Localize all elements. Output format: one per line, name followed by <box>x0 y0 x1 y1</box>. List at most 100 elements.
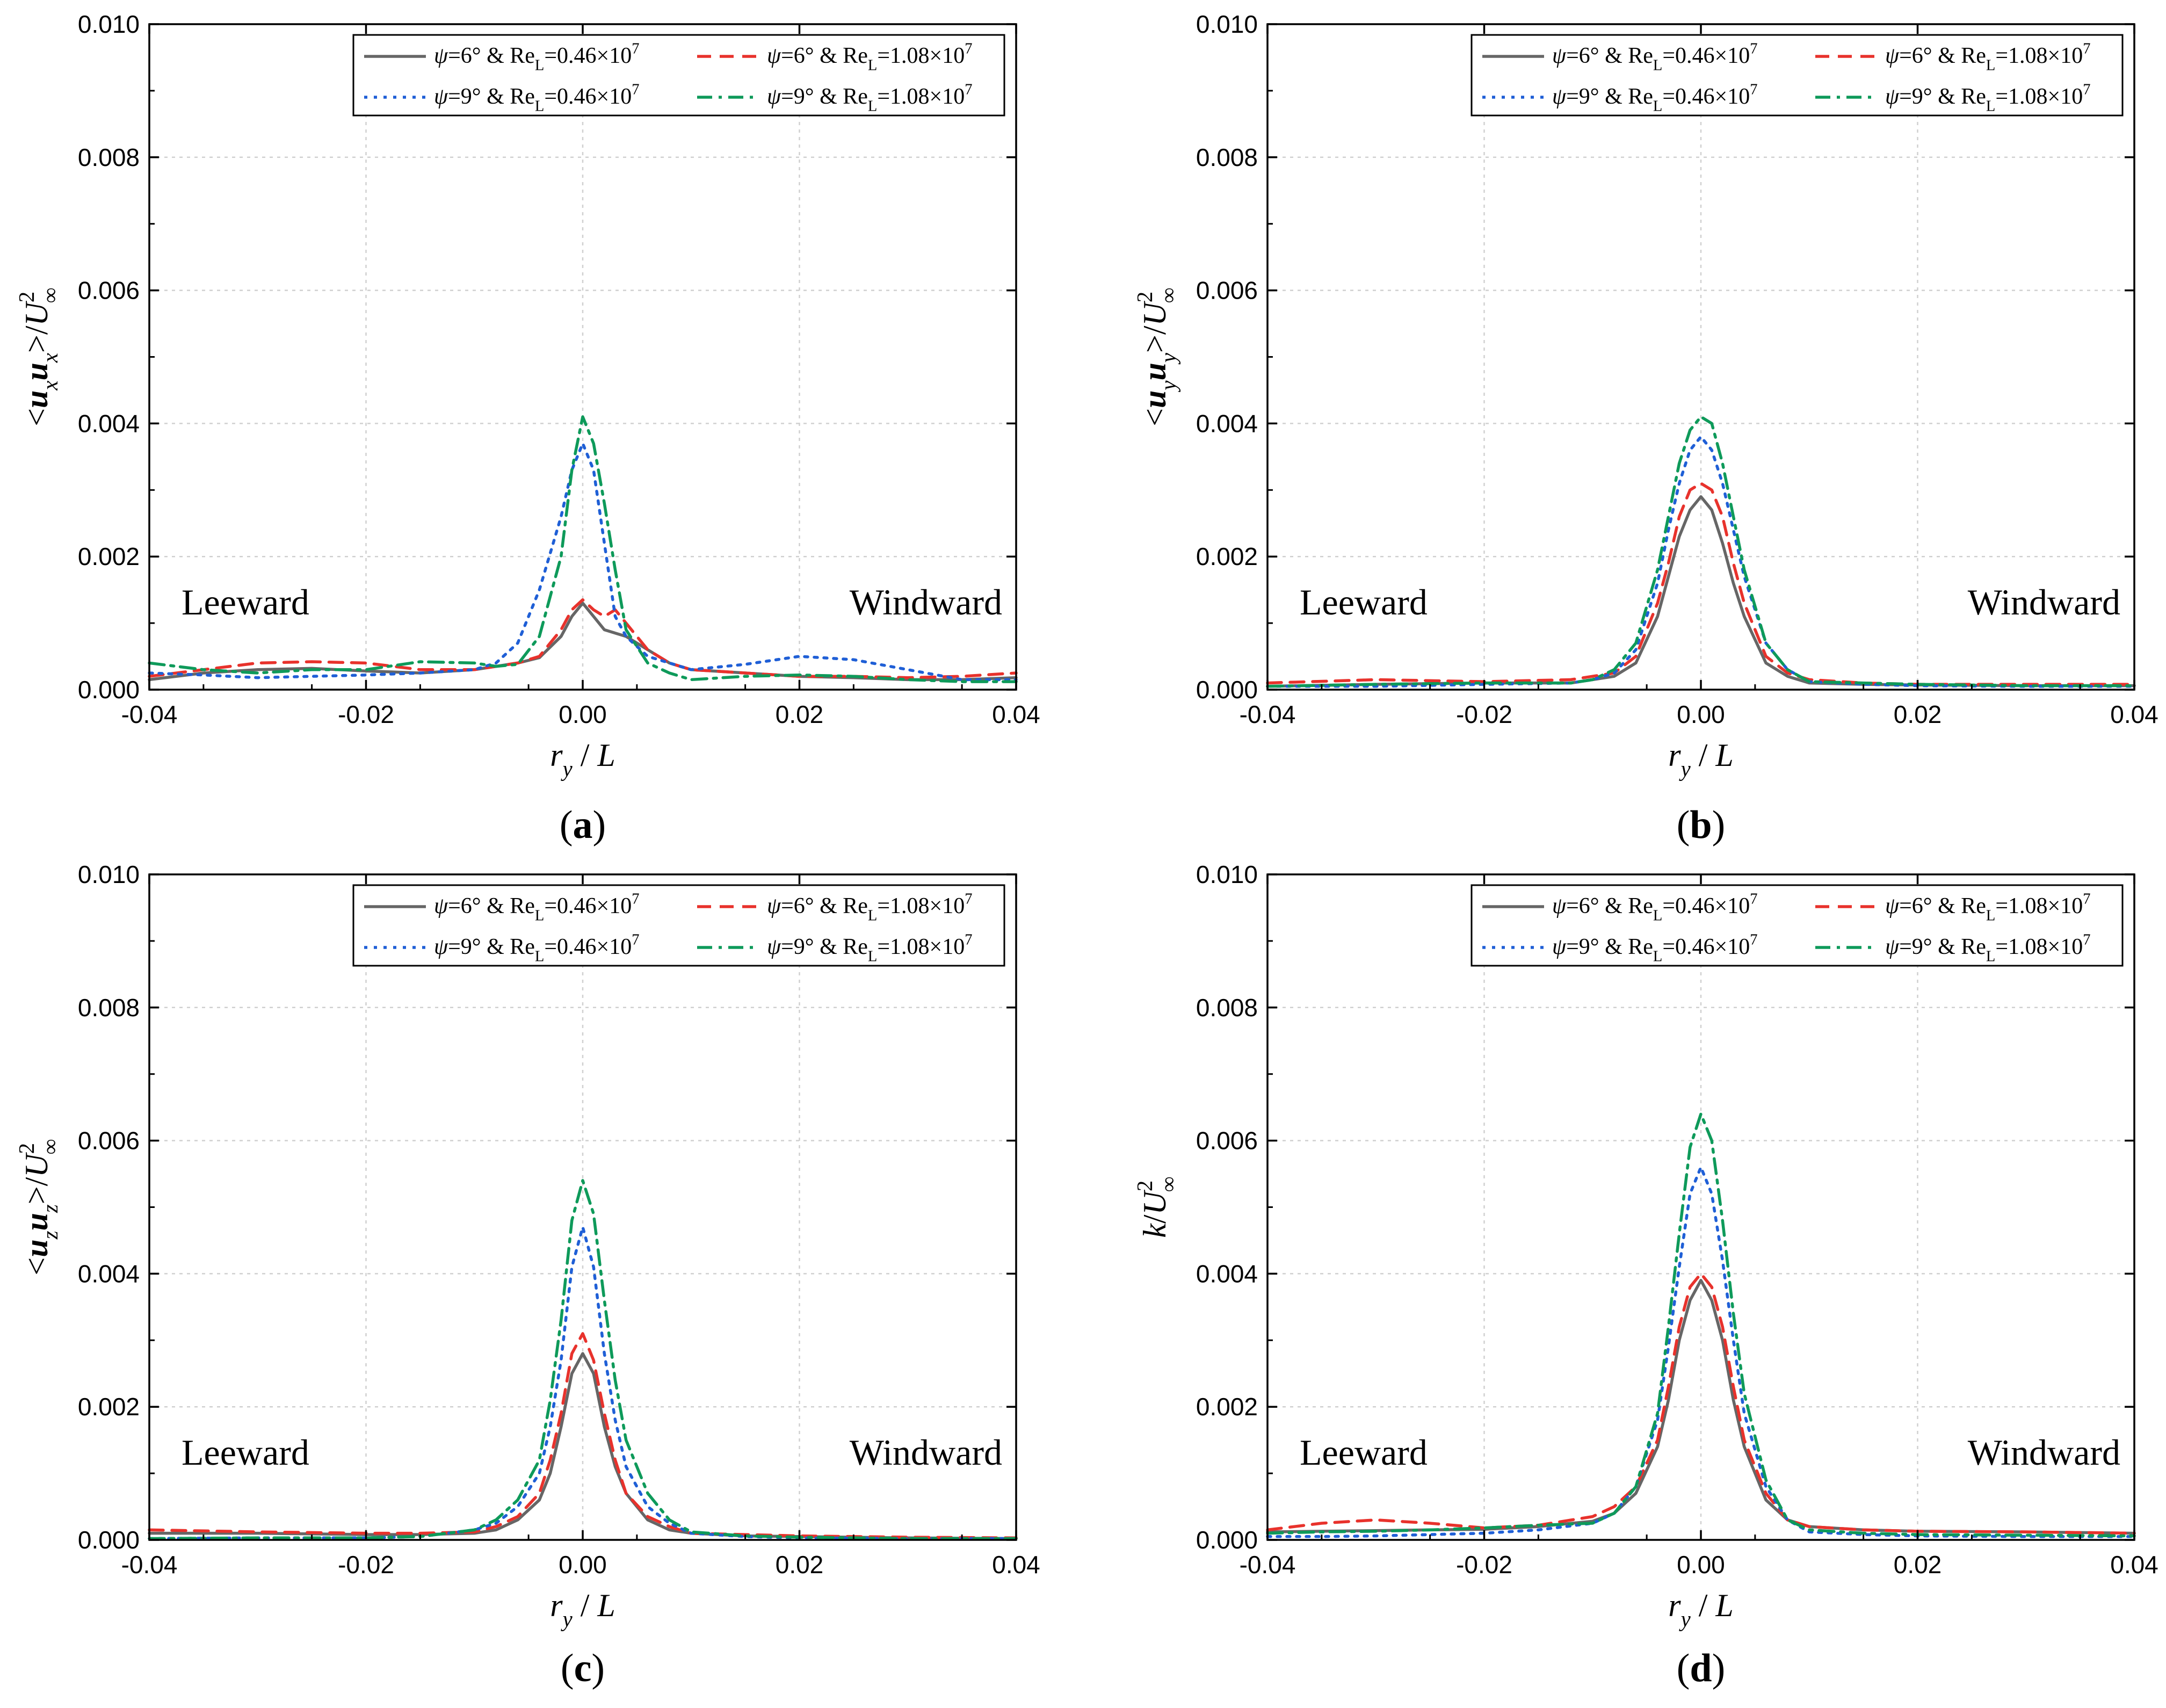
legend-label-part: 7 <box>965 891 972 907</box>
y-tick-label: 0.010 <box>78 10 140 38</box>
legend-label-part: =6° & Re <box>1899 44 1986 68</box>
x-tick-label: 0.04 <box>2110 1551 2158 1579</box>
series-line-s4 <box>148 415 1018 683</box>
legend-label-part: 7 <box>965 931 972 948</box>
caption-paren: ) <box>591 1646 605 1690</box>
series-line-s4 <box>1266 415 2136 688</box>
legend-label-part: 7 <box>2083 81 2090 98</box>
legend-label-part: =6° & Re <box>448 44 535 68</box>
legend-box <box>1470 884 2124 967</box>
series-line-s4 <box>1266 1112 2136 1538</box>
y-axis-label-part: < <box>1137 408 1172 426</box>
y-tick-label: 0.004 <box>78 409 140 437</box>
series-line-s3 <box>148 442 1018 682</box>
axis-ticks: -0.04 -0.02 0.00 0.02 0.04 0.000 0.002 0.004 0.0… <box>78 860 1040 1579</box>
caption-paren: ( <box>1677 1646 1690 1690</box>
legend-label-s4: ψ=9° & ReL=1.08×107 <box>767 81 973 114</box>
legend-label-s4: ψ=9° & ReL=1.08×107 <box>1885 931 2091 965</box>
leeward-label: Leeward <box>1300 1432 1428 1473</box>
y-tick-label: 0.006 <box>78 1127 140 1155</box>
x-tick-label: 0.02 <box>1894 1551 1942 1579</box>
legend-label-s4: ψ=9° & ReL=1.08×107 <box>767 931 973 965</box>
legend-label-s2: ψ=6° & ReL=1.08×107 <box>767 40 973 74</box>
x-tick-label: 0.02 <box>776 1551 824 1579</box>
legend-label-part: ψ <box>434 44 448 68</box>
y-axis-label-part: 2 <box>15 292 39 302</box>
windward-label: Windward <box>1968 582 2120 623</box>
x-axis-label-part: L <box>1715 737 1733 773</box>
windward-label: Windward <box>850 1432 1002 1473</box>
legend-label-part: =6° & Re <box>781 44 868 68</box>
legend-label-s2: ψ=6° & ReL=1.08×107 <box>1885 891 2091 924</box>
legend-box <box>1470 34 2124 117</box>
legend-label-s2: ψ=6° & ReL=1.08×107 <box>767 891 973 924</box>
legend-label-part: 7 <box>1750 931 1757 948</box>
x-axis-label-part: / <box>573 737 598 773</box>
y-axis-label: <uxux>/U2∞ <box>15 287 62 426</box>
y-tick-label: 0.010 <box>1196 10 1258 38</box>
x-axis-label-part: y <box>561 757 573 781</box>
y-tick-label: 0.008 <box>1196 994 1258 1022</box>
legend-label-part: =9° & Re <box>1899 84 1986 109</box>
x-axis-label-part: L <box>1715 1588 1733 1623</box>
legend-label-part: 7 <box>1750 40 1757 57</box>
legend: ψ=6° & ReL=0.46×107 ψ=6° & ReL=1.08×107ψ=… <box>1470 884 2124 967</box>
legend-label-part: 7 <box>2083 891 2090 907</box>
legend-label-part: =9° & Re <box>781 84 868 109</box>
legend-label-part: L <box>868 57 877 74</box>
caption-letter: c <box>574 1646 592 1690</box>
legend-label-part: 7 <box>1750 81 1757 98</box>
legend-label-part: =0.46×10 <box>1662 44 1750 68</box>
legend-label-part: =1.08×10 <box>1995 935 2083 959</box>
y-axis-label: <uyuy>/U2∞ <box>1133 287 1180 426</box>
legend-label-s1: ψ=6° & ReL=0.46×107 <box>434 891 640 924</box>
caption-paren: ) <box>593 803 606 847</box>
y-axis-label-part: k <box>1137 1223 1172 1238</box>
x-tick-label: -0.02 <box>1456 700 1512 728</box>
y-tick-label: 0.008 <box>78 994 140 1022</box>
x-tick-label: 0.04 <box>992 1551 1040 1579</box>
y-axis-label-part: y <box>1156 380 1180 393</box>
y-tick-label: 0.004 <box>1196 409 1258 437</box>
legend: ψ=6° & ReL=0.46×107 ψ=6° & ReL=1.08×107ψ=… <box>352 34 1005 117</box>
legend-label-part: =0.46×10 <box>544 935 632 959</box>
y-tick-label: 0.000 <box>78 676 140 704</box>
legend-label-part: =1.08×10 <box>1995 84 2083 109</box>
legend-label-part: ψ <box>1885 935 1900 959</box>
caption-letter: b <box>1690 803 1712 847</box>
axis-ticks: -0.04 -0.02 0.00 0.02 0.04 0.000 0.002 0.004 0.0… <box>1196 860 2158 1579</box>
legend-label-part: =9° & Re <box>1899 935 1986 959</box>
legend-label-part: ψ <box>767 894 781 918</box>
y-axis-label-part: 2 <box>1133 292 1157 302</box>
legend-label-part: =9° & Re <box>448 935 535 959</box>
legend-label-part: =6° & Re <box>1566 894 1653 918</box>
y-axis-label-part: ∞ <box>1156 287 1180 303</box>
y-tick-label: 0.008 <box>1196 143 1258 171</box>
x-axis-label: ry / L <box>550 1588 615 1631</box>
chart-panel-b: -0.04 -0.02 0.00 0.02 0.04 0.000 0.002 0.004 0.0… <box>1133 10 2158 847</box>
legend-label-part: =6° & Re <box>448 894 535 918</box>
caption-paren: ( <box>560 803 573 847</box>
legend-label-part: 7 <box>2083 931 2090 948</box>
x-axis-label-part: y <box>1679 1607 1691 1631</box>
series-group <box>1266 415 2136 688</box>
x-tick-label: 0.00 <box>1677 700 1725 728</box>
legend-label-part: L <box>868 907 877 924</box>
x-tick-label: -0.04 <box>121 1551 178 1579</box>
legend-label-part: L <box>1986 948 1995 965</box>
legend-label-part: =1.08×10 <box>877 44 965 68</box>
x-axis-label-part: r <box>1668 1588 1681 1623</box>
y-axis-label-part: x <box>38 380 62 390</box>
y-tick-label: 0.000 <box>1196 1526 1258 1554</box>
legend-label-part: 7 <box>965 81 972 98</box>
legend-label-part: L <box>868 948 877 965</box>
series-line-s2 <box>148 1332 1018 1540</box>
legend-label-part: ψ <box>1552 44 1567 68</box>
series-group <box>148 1179 1018 1540</box>
legend-label-s1: ψ=6° & ReL=0.46×107 <box>434 40 640 74</box>
legend-label-part: 7 <box>965 40 972 57</box>
legend-label-part: =0.46×10 <box>1662 84 1750 109</box>
legend-label-part: 7 <box>632 40 639 57</box>
legend-label-part: L <box>1653 907 1662 924</box>
